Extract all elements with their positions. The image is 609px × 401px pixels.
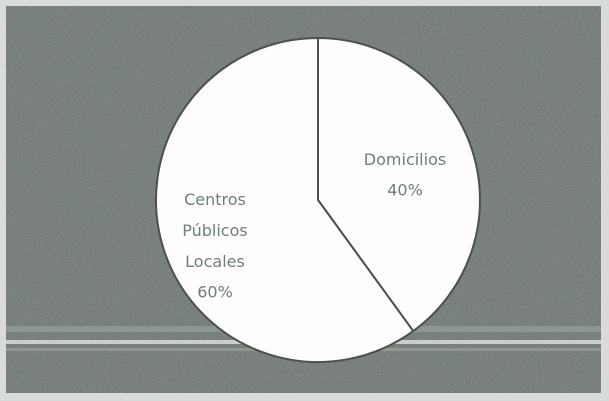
- pie-slice: [155, 36, 415, 363]
- pie-slice: [317, 36, 481, 333]
- label-line: Centros: [184, 190, 246, 209]
- label-line: Públicos: [182, 221, 247, 240]
- slice-label: Domicilios: [364, 150, 446, 169]
- value-label: 60%: [197, 283, 233, 302]
- pie: Domicilios 40% Centros Públicos Locales 60%: [155, 36, 481, 363]
- value-label: 40%: [387, 181, 423, 200]
- label-line: Locales: [185, 252, 245, 271]
- slice-label: Centros Públicos Locales: [182, 190, 247, 271]
- label-line: Domicilios: [364, 150, 446, 169]
